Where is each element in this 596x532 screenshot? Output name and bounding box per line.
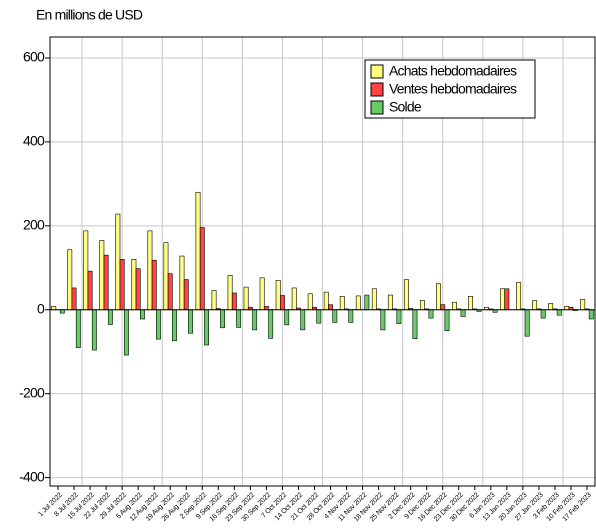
- legend-label: Solde: [389, 99, 422, 115]
- bar: [91, 309, 97, 351]
- bar: [83, 230, 89, 311]
- bar: [452, 301, 457, 311]
- bar: [440, 304, 446, 311]
- bar: [348, 309, 354, 323]
- bar: [167, 273, 173, 311]
- bar: [279, 295, 285, 311]
- bar: [444, 309, 450, 332]
- plot-frame: [49, 36, 596, 487]
- bar: [188, 309, 193, 334]
- bar: [227, 275, 233, 311]
- bar: [504, 288, 510, 311]
- bar: [275, 280, 281, 311]
- bar: [99, 240, 105, 311]
- legend-swatch: [370, 100, 384, 115]
- subtitle: En millions de USD: [36, 7, 143, 23]
- bar: [172, 309, 177, 342]
- bar: [115, 213, 121, 311]
- bar: [564, 306, 570, 311]
- legend-label: Ventes hebdomadaires: [389, 81, 517, 97]
- bar: [75, 309, 81, 348]
- bar: [436, 283, 441, 311]
- y-tick-label: 0: [37, 300, 45, 316]
- bar: [328, 304, 333, 311]
- bar: [307, 293, 313, 311]
- bar: [87, 270, 93, 311]
- bar: [71, 287, 77, 311]
- bar: [135, 268, 141, 311]
- y-tick-label: 400: [23, 133, 45, 149]
- bar: [107, 309, 113, 325]
- bar: [231, 292, 237, 311]
- y-tick-label: 200: [23, 217, 45, 233]
- bar: [51, 306, 57, 311]
- bar: [139, 309, 145, 320]
- bar: [548, 303, 554, 311]
- bar: [59, 309, 65, 314]
- bar: [103, 254, 109, 311]
- bar: [284, 309, 290, 326]
- bar: [263, 306, 269, 311]
- bar: [211, 290, 217, 311]
- bar: [67, 249, 73, 311]
- bar: [380, 309, 386, 331]
- bar: [156, 309, 161, 340]
- bar: [419, 300, 425, 311]
- bar: [119, 259, 125, 311]
- bar: [183, 279, 189, 311]
- bar: [332, 309, 338, 323]
- bar: [291, 287, 297, 311]
- bar: [580, 298, 586, 311]
- bar: [412, 309, 418, 340]
- bar: [532, 300, 538, 311]
- bar: [300, 309, 306, 331]
- y-tick-label: -400: [19, 468, 45, 484]
- bar: [259, 277, 265, 311]
- bar: [204, 309, 209, 346]
- bar: [556, 309, 562, 316]
- bar: [163, 242, 169, 311]
- legend-swatch: [370, 82, 384, 97]
- bar: [316, 309, 322, 324]
- bar: [460, 309, 466, 317]
- bar: [199, 227, 205, 311]
- bar: [220, 309, 226, 329]
- bar: [179, 255, 185, 311]
- bar: [339, 296, 345, 311]
- bar: [252, 309, 258, 331]
- bar: [428, 309, 434, 319]
- bar: [243, 286, 249, 311]
- bar: [323, 291, 329, 311]
- bar: [403, 279, 409, 311]
- bar: [151, 259, 157, 311]
- bar: [396, 309, 402, 324]
- bar: [147, 230, 153, 311]
- bar: [195, 191, 201, 311]
- bar: [371, 288, 377, 311]
- bar: [588, 309, 594, 320]
- bar: [524, 309, 530, 337]
- bar: [516, 282, 522, 311]
- bar: [236, 309, 242, 328]
- bar: [364, 294, 370, 311]
- bar: [540, 309, 546, 319]
- y-tick-label: 600: [23, 49, 45, 65]
- bar: [355, 295, 361, 311]
- y-tick-label: -200: [19, 384, 45, 400]
- legend-box: [364, 59, 536, 119]
- bar: [131, 259, 137, 311]
- legend-label: Achats hebdomadaires: [389, 63, 517, 79]
- bar: [123, 309, 129, 356]
- bar: [268, 309, 274, 339]
- legend-swatch: [370, 64, 384, 79]
- bar: [500, 288, 506, 311]
- bar: [468, 296, 473, 311]
- bar: [387, 294, 393, 311]
